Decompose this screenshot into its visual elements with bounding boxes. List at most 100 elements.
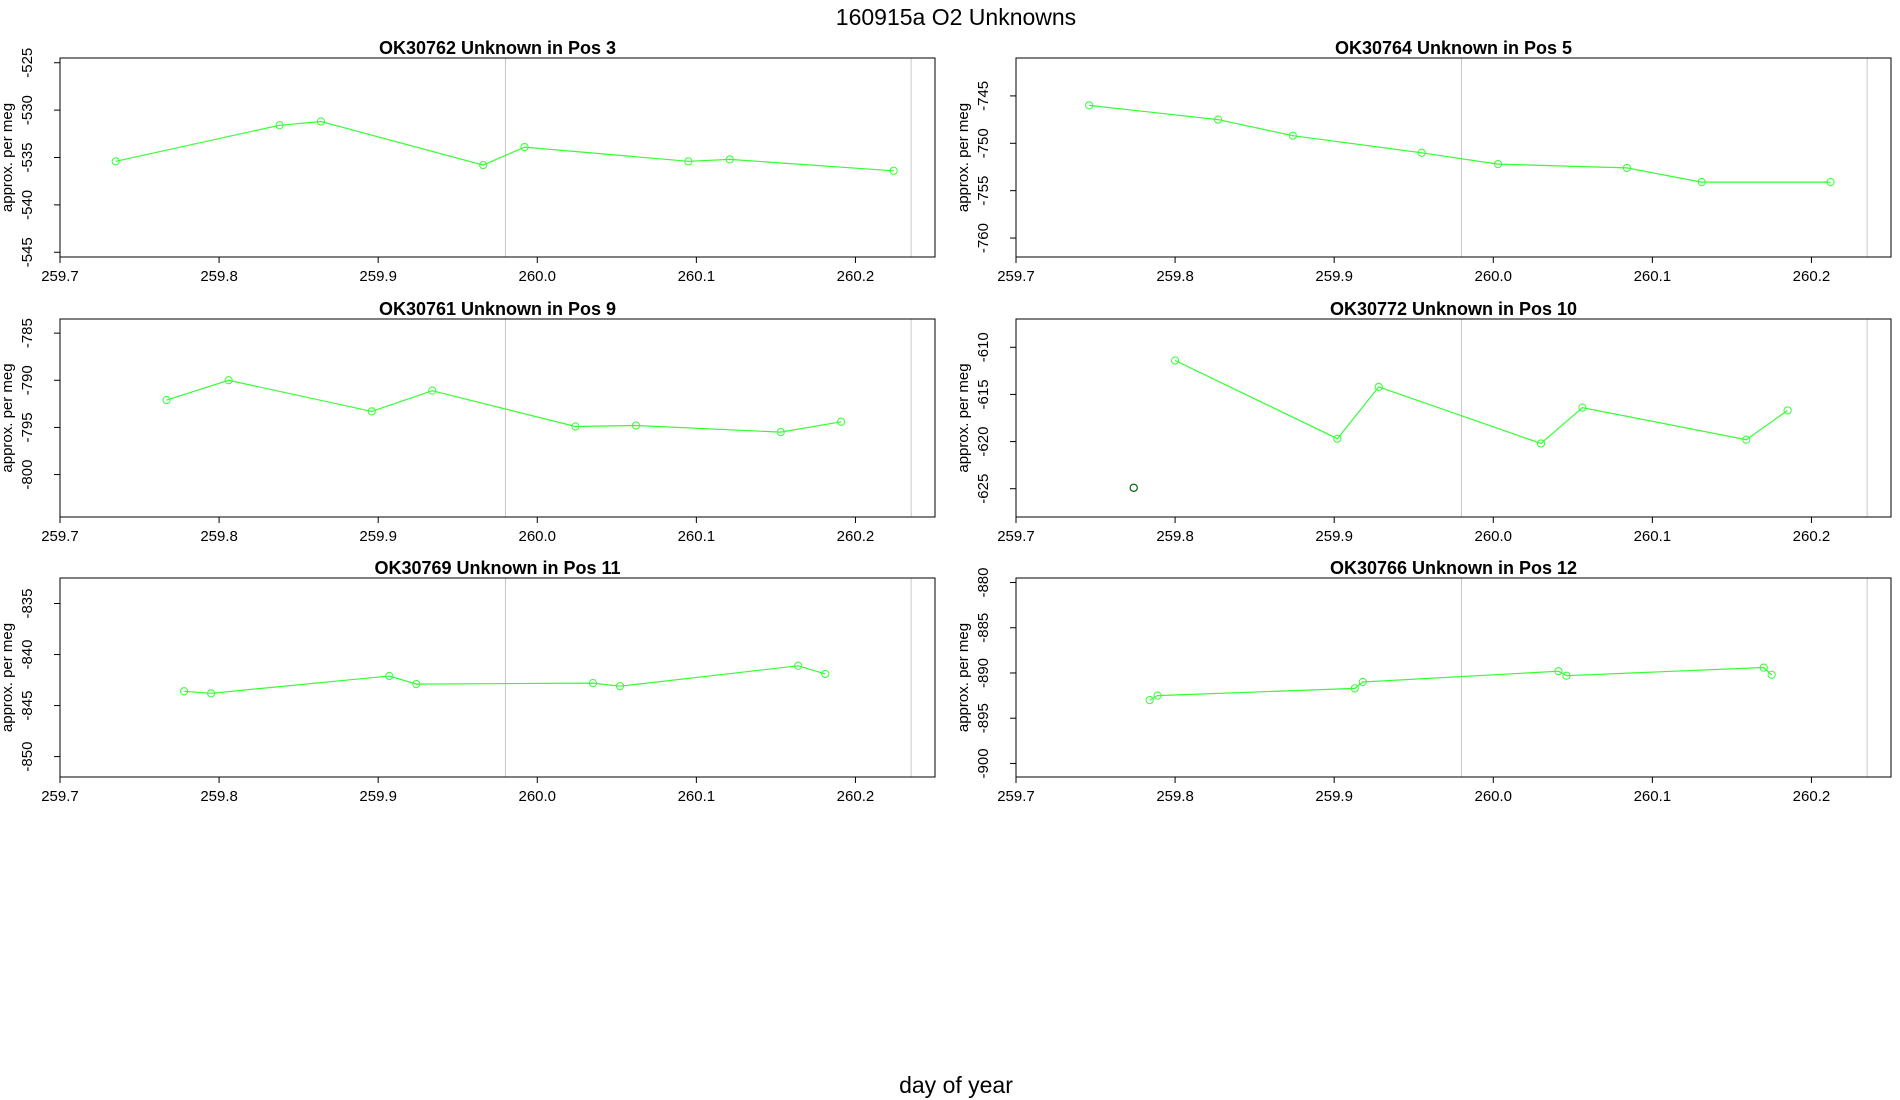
data-point [207, 689, 216, 698]
data-point [1288, 131, 1297, 140]
x-tick-label-259-9: 259.9 [1315, 788, 1353, 805]
x-tick-label-260-2: 260.2 [1793, 528, 1831, 545]
y-tick-label-760: -760 [975, 223, 992, 253]
y-tick-label-540: -540 [19, 190, 36, 220]
x-tick-label-260-1: 260.1 [678, 788, 716, 805]
data-point [1536, 439, 1546, 448]
x-tick-label-260-2: 260.2 [837, 268, 875, 285]
y-tick-label-615: -615 [975, 379, 992, 409]
plot-frame [1015, 57, 1892, 258]
x-tick-label-259-7: 259.7 [41, 528, 79, 545]
data-point [1767, 670, 1776, 679]
data-point [1417, 148, 1426, 157]
data-point [1622, 163, 1632, 173]
y-tick-label-850: -850 [19, 742, 36, 772]
y-tick-label-745: -745 [975, 81, 992, 111]
x-tick-label-259-8: 259.8 [1156, 528, 1194, 545]
y-tick-label-790: -790 [19, 365, 36, 395]
data-point [1562, 671, 1571, 680]
y-tick-label-795: -795 [19, 412, 36, 442]
panel-5: OK30769 Unknown in Pos 11 259.7 259.8 259.9… [0, 558, 936, 805]
data-point [520, 142, 529, 152]
data-point [776, 428, 785, 437]
y-axis-label: approx. per meg [0, 623, 16, 732]
data-point [1697, 178, 1706, 187]
data-point [821, 669, 830, 679]
data-point [794, 661, 803, 670]
y-axis-label: approx. per meg [955, 103, 972, 212]
x-tick-label-260-0: 260.0 [518, 528, 556, 545]
panel-title: OK30769 Unknown in Pos 11 [374, 558, 620, 578]
y-axis-label: approx. per meg [0, 103, 16, 212]
x-tick-label-259-8: 259.8 [200, 528, 238, 545]
x-tick-label-259-8: 259.8 [200, 788, 238, 805]
x-tick-label-260-0: 260.0 [1474, 528, 1512, 545]
plot-frame [1015, 577, 1892, 778]
x-tick-label-259-9: 259.9 [359, 268, 397, 285]
isolated-point [1129, 483, 1138, 492]
data-point [571, 422, 580, 431]
data-point [1153, 691, 1162, 700]
x-tick-label-259-8: 259.8 [1156, 788, 1194, 805]
series-line [166, 379, 842, 433]
x-tick-label-260-0: 260.0 [518, 788, 556, 805]
panel-title: OK30762 Unknown in Pos 3 [379, 38, 616, 58]
x-tick-label-260-2: 260.2 [837, 788, 875, 805]
x-tick-label-259-9: 259.9 [359, 528, 397, 545]
data-point [1350, 684, 1359, 693]
x-tick-label-260-1: 260.1 [1634, 268, 1672, 285]
data-point [1170, 356, 1180, 365]
data-point [1826, 178, 1835, 187]
y-tick-label-885: -885 [975, 613, 992, 643]
y-tick-label-620: -620 [975, 427, 992, 457]
x-tick-label-259-9: 259.9 [1315, 268, 1353, 285]
y-tick-label-625: -625 [975, 474, 992, 504]
y-axis-label: approx. per meg [955, 363, 972, 472]
y-tick-label-890: -890 [975, 658, 992, 688]
main-title: 160915a O2 Unknowns [836, 4, 1076, 30]
x-tick-label-259-7: 259.7 [41, 268, 79, 285]
data-point [179, 687, 189, 696]
x-tick-label-259-7: 259.7 [997, 268, 1035, 285]
data-point [1578, 403, 1587, 412]
data-point [1358, 677, 1367, 687]
x-tick-label-260-0: 260.0 [518, 268, 556, 285]
panel-1: OK30762 Unknown in Pos 3 259.7 259.8 259.9 2… [0, 38, 936, 285]
y-tick-label-785: -785 [19, 318, 36, 348]
data-point [1554, 667, 1563, 676]
y-axis-label: approx. per meg [955, 623, 972, 732]
data-point [224, 376, 233, 385]
y-tick-label-755: -755 [975, 176, 992, 206]
panel-3: OK30761 Unknown in Pos 9 259.7 259.8 259.9 2… [0, 299, 936, 545]
panel-4: OK30772 Unknown in Pos 10 259.7 259.8 259.9… [955, 299, 1892, 545]
x-tick-label-259-9: 259.9 [359, 788, 397, 805]
series-line [1089, 104, 1831, 183]
data-point [837, 417, 846, 426]
series-line [1149, 666, 1773, 701]
data-point [889, 166, 898, 175]
data-point [162, 395, 171, 405]
y-tick-label-750: -750 [975, 128, 992, 158]
data-point [1759, 663, 1768, 672]
series-line [184, 665, 826, 694]
data-point [588, 679, 598, 688]
x-tick-label-260-0: 260.0 [1474, 268, 1512, 285]
data-point [684, 157, 693, 166]
x-tick-label-259-8: 259.8 [1156, 268, 1194, 285]
data-point [1213, 115, 1223, 124]
data-point [1493, 160, 1503, 169]
data-point [1333, 434, 1342, 443]
y-tick-label-895: -895 [975, 703, 992, 733]
x-tick-label-260-0: 260.0 [1474, 788, 1512, 805]
x-tick-label-259-7: 259.7 [997, 788, 1035, 805]
plot-frame [1015, 318, 1892, 518]
x-tick-label-260-1: 260.1 [678, 528, 716, 545]
series-line [1174, 359, 1788, 445]
y-tick-label-530: -530 [19, 95, 36, 125]
y-tick-label-835: -835 [19, 588, 36, 618]
x-tick-label-260-1: 260.1 [678, 268, 716, 285]
x-tick-label-259-8: 259.8 [200, 268, 238, 285]
data-point [111, 157, 120, 166]
data-point [316, 117, 326, 126]
